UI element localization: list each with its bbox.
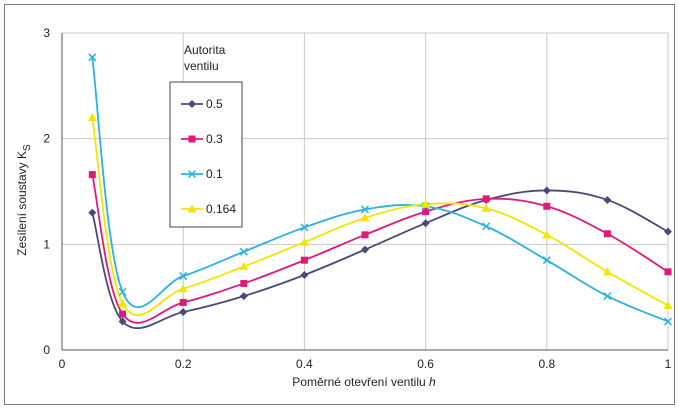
x-tick-label: 0 [59, 357, 66, 371]
data-point-0.164 [542, 230, 552, 239]
data-point-0.1 [360, 205, 370, 214]
x-tick-label: 0.6 [417, 357, 434, 371]
data-point-0.164 [178, 284, 188, 293]
series-line-0.5 [91, 189, 669, 329]
data-point-0.164 [360, 213, 370, 222]
data-point-0.164 [239, 262, 249, 271]
data-point-0.164 [299, 237, 309, 246]
series-markers [87, 53, 673, 326]
series-lines [91, 57, 669, 329]
data-point-0.164 [118, 299, 128, 308]
data-point-0.5 [118, 317, 127, 326]
data-point-0.3 [422, 208, 430, 216]
data-point-0.3 [603, 230, 611, 238]
legend-marker-0.3 [188, 135, 196, 143]
legend-label-0.164: 0.164 [206, 202, 236, 216]
y-axis-label: Zesílení soustavy KS [15, 144, 33, 256]
data-point-0.1 [300, 223, 309, 232]
y-tick-label: 2 [43, 132, 50, 146]
x-tick-label: 0.8 [538, 357, 555, 371]
data-point-0.164 [663, 301, 673, 310]
series-line-0.3 [91, 174, 669, 324]
data-point-0.164 [421, 199, 431, 208]
data-point-0.1 [179, 272, 188, 281]
axes [61, 33, 668, 351]
y-tick-label: 3 [43, 26, 50, 40]
data-point-0.3 [482, 195, 490, 203]
data-point-0.3 [119, 310, 127, 318]
data-point-0.1 [542, 256, 551, 265]
data-point-0.5 [421, 219, 430, 228]
legend-label-0.5: 0.5 [206, 97, 223, 111]
legend-marker-0.1 [187, 169, 197, 179]
chart-frame [4, 4, 675, 405]
data-point-0.5 [300, 270, 309, 279]
data-point-0.5 [664, 227, 672, 236]
legend-label-0.1: 0.1 [206, 167, 223, 181]
legend-marker-0.5 [188, 100, 196, 108]
legend-box [169, 81, 243, 228]
x-tick-label: 0.2 [175, 357, 192, 371]
data-point-0.5 [88, 208, 97, 217]
data-point-0.164 [481, 203, 491, 212]
data-point-0.5 [239, 292, 248, 301]
series-line-0.164 [91, 117, 669, 317]
data-point-0.3 [361, 231, 369, 239]
tick-labels: 0 0.2 0.4 0.6 0.8 1 0 1 2 3 [43, 26, 671, 371]
data-point-0.164 [87, 113, 97, 122]
gridlines [62, 32, 669, 350]
data-point-0.3 [240, 279, 248, 287]
data-point-0.164 [602, 267, 612, 276]
data-point-0.1 [663, 317, 673, 326]
data-point-0.1 [239, 247, 248, 256]
x-axis-label: Poměrné otevření ventilu h [292, 375, 436, 389]
data-point-0.1 [603, 292, 612, 301]
data-point-0.5 [542, 186, 551, 195]
legend-title-line2: ventilu [184, 59, 219, 73]
data-point-0.3 [300, 256, 308, 264]
data-point-0.3 [179, 298, 187, 306]
legend: 0.5 0.3 0.1 0.164 [169, 81, 243, 228]
legend-label-0.3: 0.3 [206, 132, 223, 146]
data-point-0.1 [482, 222, 491, 231]
legend-marker-0.164 [187, 204, 197, 213]
data-point-0.3 [88, 171, 96, 179]
y-tick-label: 1 [43, 237, 50, 251]
data-point-0.5 [361, 245, 369, 254]
x-tick-label: 1 [665, 357, 672, 371]
data-point-0.1 [118, 287, 127, 296]
x-tick-label: 0.4 [296, 357, 313, 371]
legend-title-line1: Autorita [184, 43, 226, 57]
y-axis-label-sub: S [22, 144, 33, 151]
x-axis-label-var: h [429, 375, 436, 389]
y-tick-label: 0 [43, 343, 50, 357]
data-point-0.3 [543, 202, 551, 210]
data-point-0.1 [88, 53, 97, 62]
data-point-0.5 [179, 307, 188, 316]
data-point-0.5 [603, 195, 612, 204]
series-line-0.1 [91, 57, 669, 323]
data-point-0.3 [664, 268, 672, 276]
